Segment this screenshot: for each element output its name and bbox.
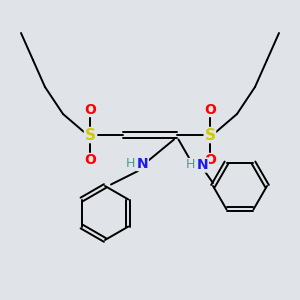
Text: S: S bbox=[205, 128, 215, 142]
Text: O: O bbox=[84, 154, 96, 167]
Text: N: N bbox=[197, 158, 208, 172]
Text: H: H bbox=[186, 158, 195, 172]
Text: O: O bbox=[204, 154, 216, 167]
Text: H: H bbox=[126, 157, 135, 170]
Text: N: N bbox=[137, 157, 148, 170]
Text: O: O bbox=[84, 103, 96, 116]
Text: O: O bbox=[204, 103, 216, 116]
Text: S: S bbox=[85, 128, 95, 142]
